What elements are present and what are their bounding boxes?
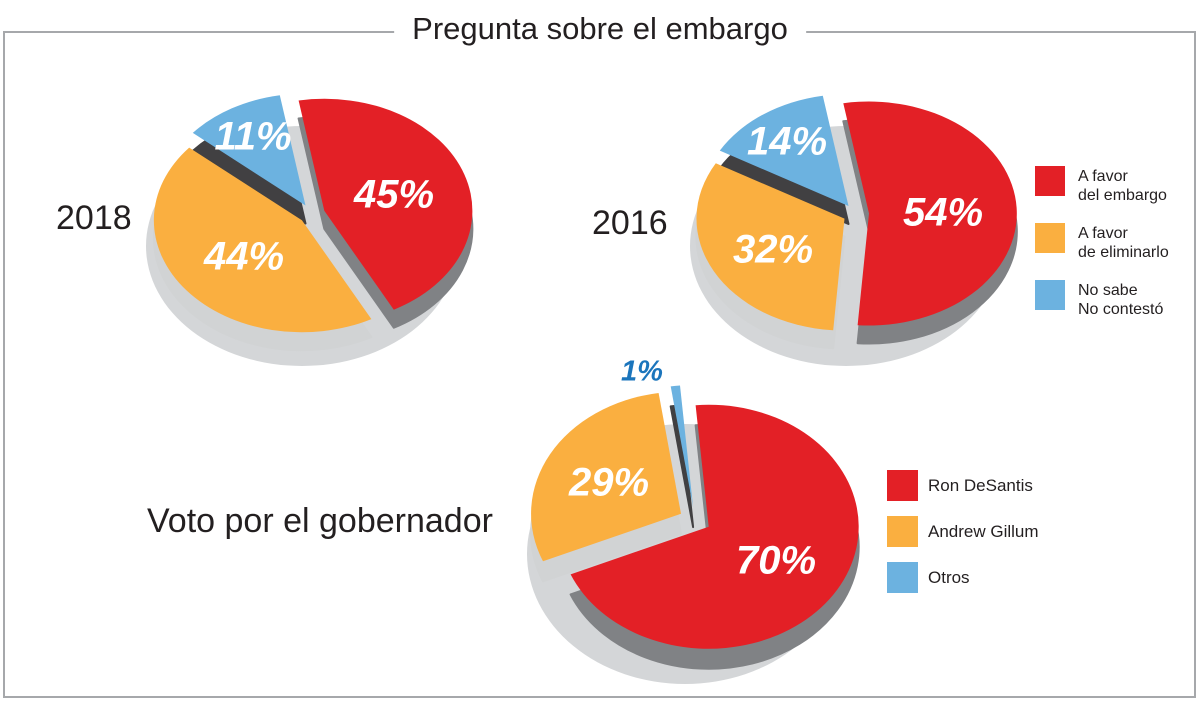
legend-label: Ron DeSantis xyxy=(928,476,1033,495)
pie-chart-2016: 54% 32% 14% xyxy=(690,95,1018,366)
legend-label: A favor del embargo xyxy=(1078,168,1167,204)
pie-slice-ron-desantis xyxy=(570,404,859,649)
pie-label-2018: 2018 xyxy=(56,199,132,237)
pie-value-label: 32% xyxy=(733,227,813,271)
pie-value-label: 54% xyxy=(903,190,983,234)
legend-swatch-red xyxy=(1035,166,1065,196)
pie-slice-no-sabe-no-contest- xyxy=(719,95,849,206)
pie-value-label: 11% xyxy=(214,114,291,158)
legend-swatch-orange xyxy=(1035,223,1065,253)
pie-label-2016: 2016 xyxy=(592,204,668,242)
legend-swatch-orange xyxy=(887,516,918,547)
pie-slice-a-favor-del-embargo xyxy=(298,98,473,310)
pie-slice-otros xyxy=(670,385,694,508)
legend-swatch-blue xyxy=(1035,280,1065,310)
legend-item-favor-eliminarlo: A favor de eliminarlo xyxy=(1035,223,1169,262)
pie-slice-a-favor-del-embargo xyxy=(843,101,1017,326)
legend-swatch-red xyxy=(887,470,918,501)
legend-item-favor-embargo: A favor del embargo xyxy=(1035,166,1169,205)
pie-slice-no-sabe-no-contest- xyxy=(192,95,306,206)
legend-item-no-sabe: No sabe No contestó xyxy=(1035,280,1169,319)
pie-value-label: 14% xyxy=(747,119,827,163)
legend-label: Otros xyxy=(928,568,970,587)
pie-value-label: 45% xyxy=(353,172,434,216)
pie-slice-a-favor-de-eliminarlo xyxy=(153,147,372,333)
legend-item-gillum: Andrew Gillum xyxy=(887,516,1039,547)
pie-slice-andrew-gillum xyxy=(531,393,681,562)
chart-title: Pregunta sobre el embargo xyxy=(394,9,806,49)
pie-chart-voto-por-el-gobernador: 70% 29% 1% xyxy=(527,355,860,684)
legend-label: No sabe No contestó xyxy=(1078,282,1164,318)
legend-governor: Ron DeSantis Andrew Gillum Otros xyxy=(887,470,1039,608)
legend-label: Andrew Gillum xyxy=(928,522,1039,541)
pie-slice-a-favor-de-eliminarlo xyxy=(696,163,845,331)
pie-value-label: 29% xyxy=(568,460,649,504)
pie-chart-2018: 45% 44% 11% xyxy=(146,95,474,366)
pie-value-label: 44% xyxy=(203,234,284,278)
pie-value-label: 70% xyxy=(736,538,816,582)
pie-value-label: 1% xyxy=(621,355,663,387)
legend-embargo: A favor del embargo A favor de eliminarl… xyxy=(1035,166,1169,337)
legend-item-otros: Otros xyxy=(887,562,1039,593)
legend-swatch-blue xyxy=(887,562,918,593)
pie-label-governor: Voto por el gobernador xyxy=(147,502,493,540)
legend-item-desantis: Ron DeSantis xyxy=(887,470,1039,501)
legend-label: A favor de eliminarlo xyxy=(1078,225,1169,261)
